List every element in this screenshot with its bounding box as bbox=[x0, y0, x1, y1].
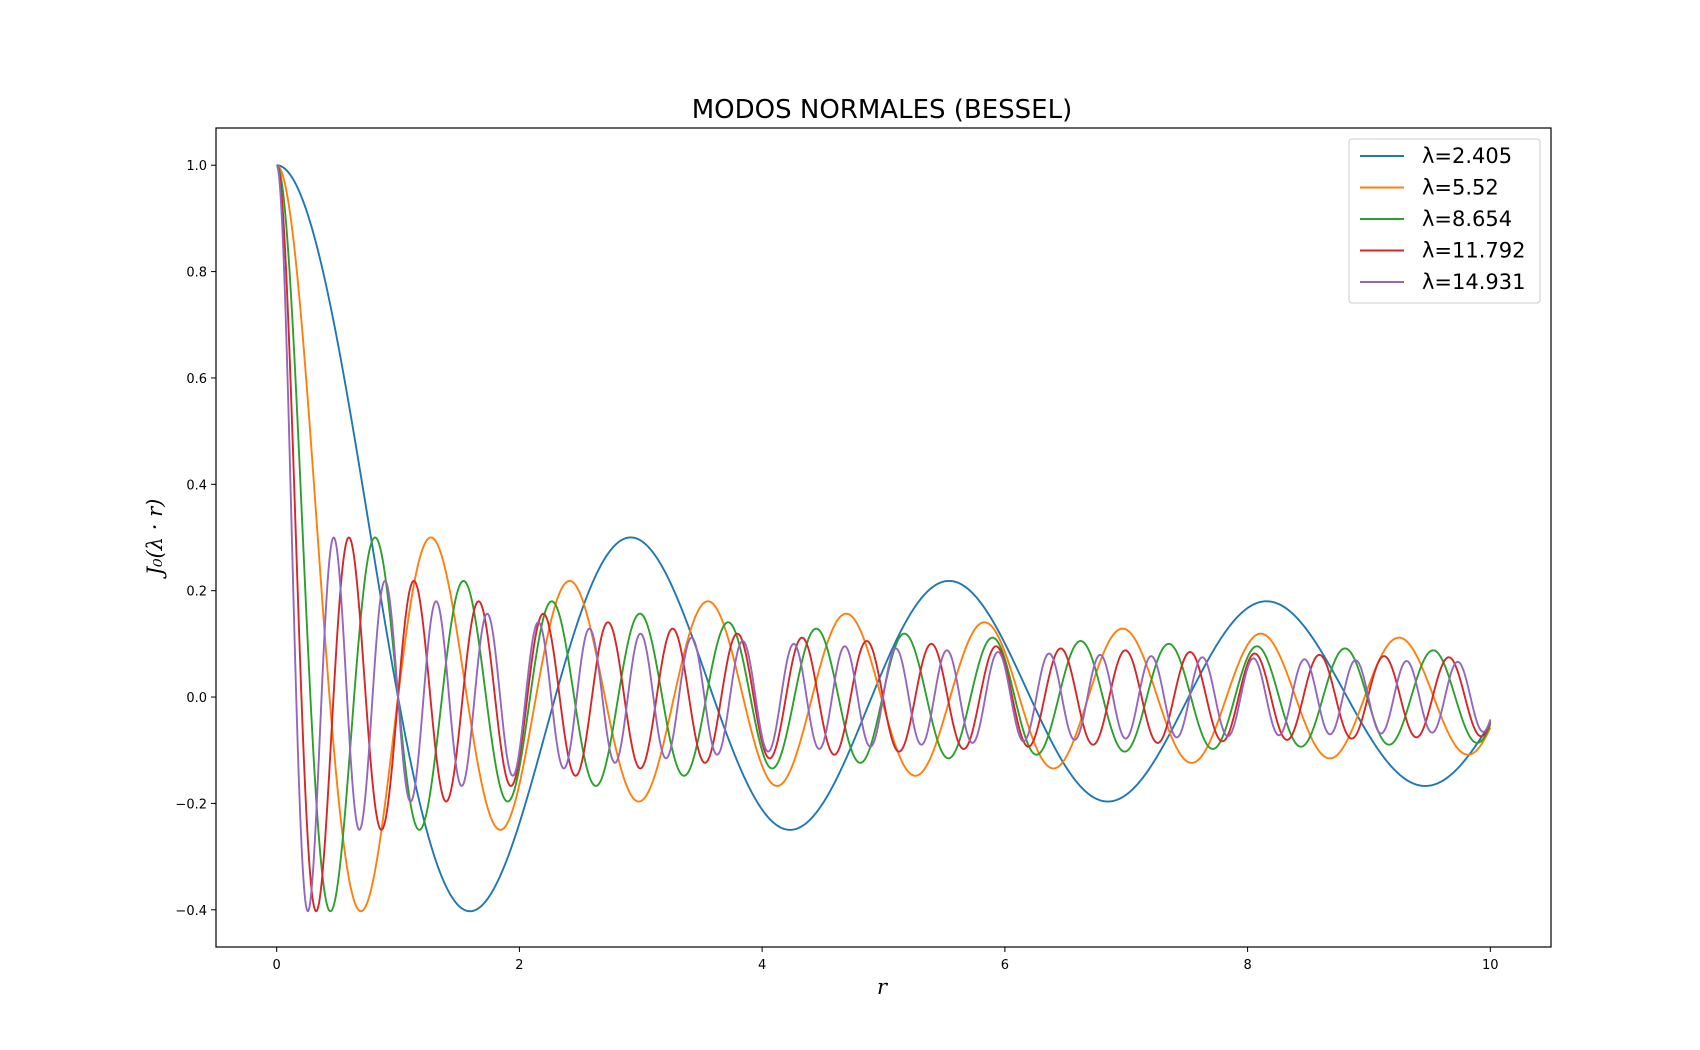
legend-label-2: λ=5.52 bbox=[1422, 176, 1499, 200]
legend: λ=2.405 λ=5.52 λ=8.654 λ=11.792 λ=14.931 bbox=[1348, 138, 1541, 304]
legend-label-3: λ=8.654 bbox=[1422, 207, 1512, 231]
x-tick-label: 6 bbox=[1001, 958, 1009, 973]
y-tick-label: 0.4 bbox=[186, 478, 207, 493]
y-tick-label: 0.6 bbox=[186, 372, 207, 387]
y-tick-label: 0.0 bbox=[186, 691, 207, 706]
y-axis: −0.4 −0.2 0.0 0.2 0.4 0.6 0.8 1.0 bbox=[175, 159, 216, 919]
y-tick-label: −0.4 bbox=[175, 904, 207, 919]
x-tick-label: 0 bbox=[273, 958, 281, 973]
y-tick-label: −0.2 bbox=[175, 797, 207, 812]
legend-label-1: λ=2.405 bbox=[1422, 144, 1512, 168]
legend-entries: λ=2.405 λ=5.52 λ=8.654 λ=11.792 λ=14.931 bbox=[1360, 144, 1526, 294]
x-axis: 0 2 4 6 8 10 bbox=[273, 947, 1499, 973]
x-tick-label: 8 bbox=[1243, 958, 1251, 973]
legend-box bbox=[1348, 138, 1541, 304]
legend-label-4: λ=11.792 bbox=[1422, 239, 1526, 263]
x-axis-label: r bbox=[877, 975, 889, 999]
x-tick-label: 2 bbox=[515, 958, 523, 973]
series-line-2 bbox=[276, 164, 1492, 913]
y-tick-label: 0.8 bbox=[186, 266, 207, 281]
legend-label-5: λ=14.931 bbox=[1422, 270, 1526, 294]
x-tick-label: 4 bbox=[758, 958, 766, 973]
x-tick-label: 10 bbox=[1482, 958, 1499, 973]
chart-title: MODOS NORMALES (BESSEL) bbox=[692, 95, 1073, 125]
series-layer bbox=[275, 164, 1492, 913]
series-line-1 bbox=[276, 164, 1492, 913]
series-line-5 bbox=[275, 164, 1492, 913]
y-tick-label: 1.0 bbox=[186, 159, 207, 174]
y-tick-label: 0.2 bbox=[186, 585, 207, 600]
y-axis-label: J₀(λ · r) bbox=[143, 499, 167, 580]
plot-frame bbox=[215, 127, 1552, 948]
